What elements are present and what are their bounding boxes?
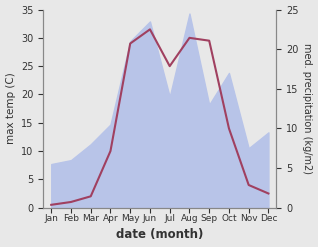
Y-axis label: med. precipitation (kg/m2): med. precipitation (kg/m2) — [302, 43, 313, 174]
Y-axis label: max temp (C): max temp (C) — [5, 73, 16, 144]
X-axis label: date (month): date (month) — [116, 228, 204, 242]
